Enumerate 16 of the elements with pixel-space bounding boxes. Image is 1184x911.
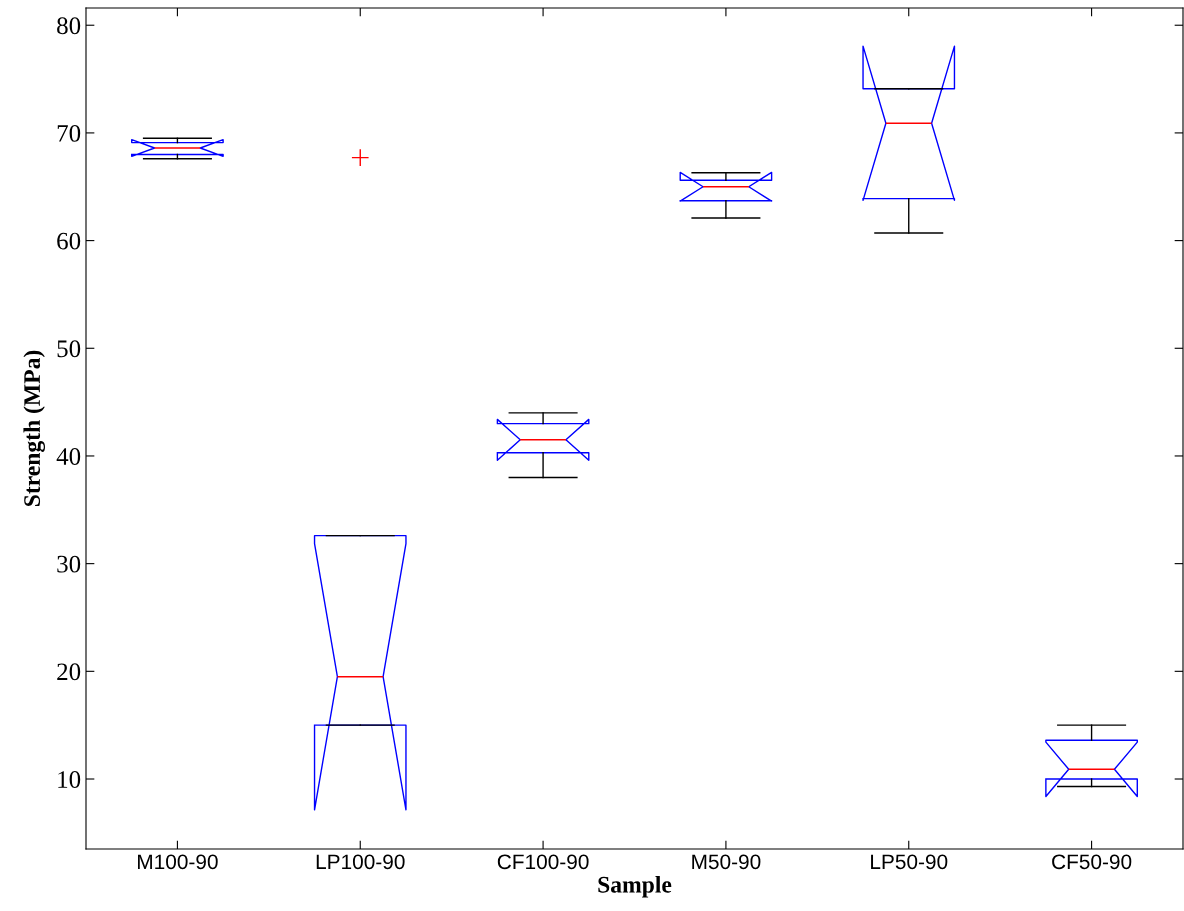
x-tick-label: LP100-90: [316, 854, 405, 870]
x-tick-label: CF50-90: [1052, 854, 1132, 870]
x-tick-label: M100-90: [138, 854, 218, 870]
x-tick-label: M50-90: [692, 854, 761, 870]
x-tick-label: CF100-90: [497, 854, 589, 870]
y-tick-label: 80: [57, 17, 81, 35]
y-tick-label: 50: [57, 340, 81, 358]
y-tick-label: 10: [58, 771, 81, 788]
y-tick-label: 30: [57, 555, 81, 573]
y-tick-label: 70: [57, 124, 81, 142]
y-tick-label: 40: [56, 448, 81, 465]
x-tick-label: LP50-90: [871, 854, 948, 870]
y-axis-title: Strength (MPa): [23, 350, 46, 507]
y-tick-label: 60: [57, 232, 81, 250]
y-tick-label: 20: [57, 663, 81, 681]
x-axis-title: Sample: [598, 876, 672, 898]
